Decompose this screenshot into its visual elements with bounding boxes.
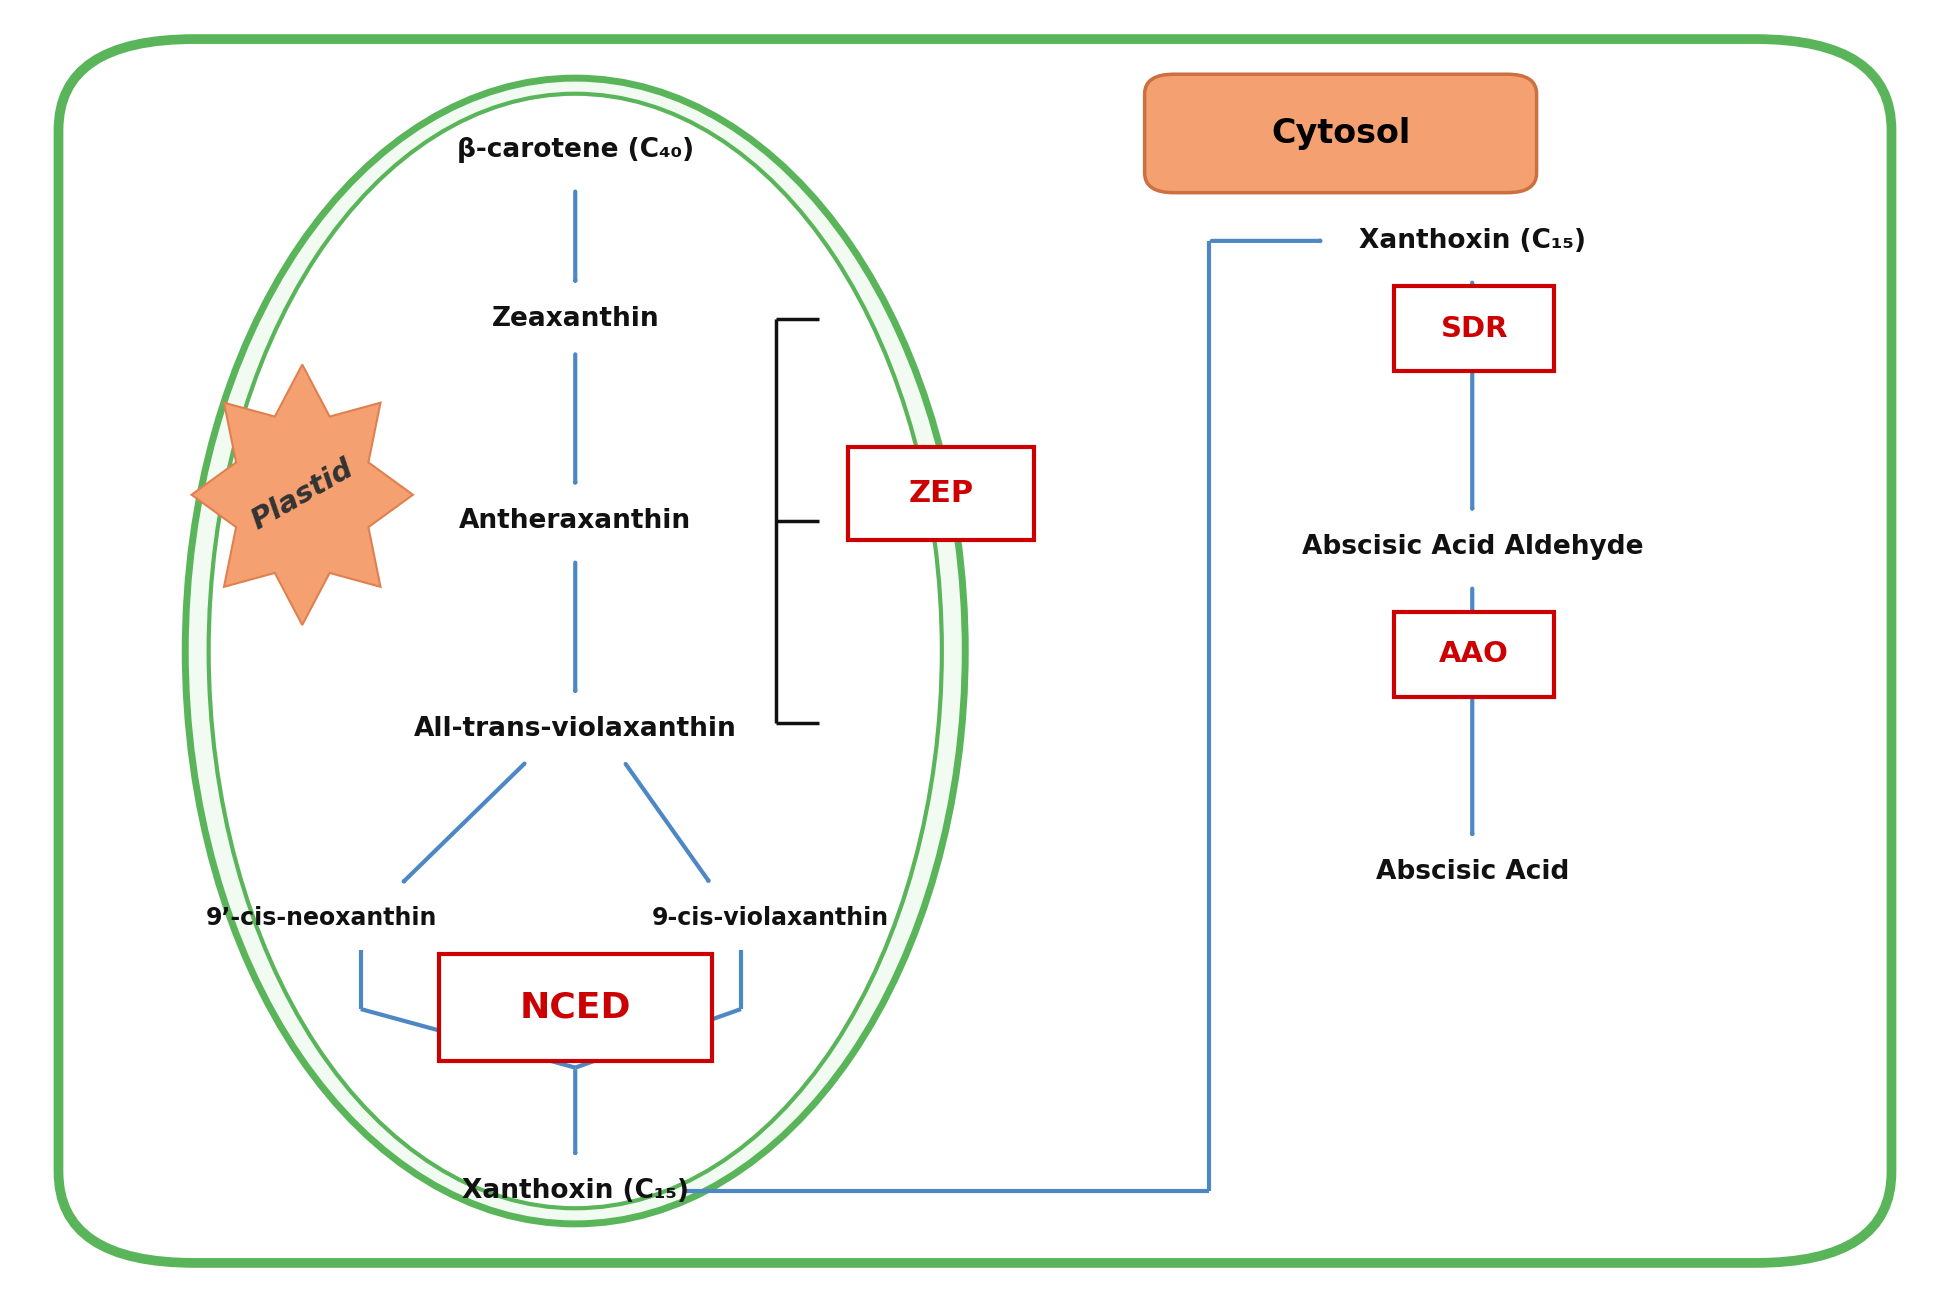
FancyBboxPatch shape [439, 954, 712, 1061]
Text: Xanthoxin (C₁₅): Xanthoxin (C₁₅) [462, 1178, 688, 1204]
Text: Plastid: Plastid [246, 454, 359, 535]
Text: ZEP: ZEP [909, 479, 973, 508]
Text: Xanthoxin (C₁₅): Xanthoxin (C₁₅) [1359, 228, 1585, 254]
Text: SDR: SDR [1441, 315, 1507, 342]
Ellipse shape [185, 78, 965, 1224]
Text: Zeaxanthin: Zeaxanthin [491, 306, 659, 332]
FancyBboxPatch shape [1394, 612, 1554, 697]
FancyBboxPatch shape [848, 447, 1034, 540]
Text: Abscisic Acid Aldehyde: Abscisic Acid Aldehyde [1301, 534, 1644, 560]
Text: 9-cis-violaxanthin: 9-cis-violaxanthin [651, 906, 889, 930]
Text: 9’-cis-neoxanthin: 9’-cis-neoxanthin [207, 906, 437, 930]
FancyBboxPatch shape [58, 39, 1892, 1263]
Polygon shape [191, 365, 413, 625]
Ellipse shape [209, 94, 942, 1208]
Text: Abscisic Acid: Abscisic Acid [1375, 859, 1570, 885]
FancyBboxPatch shape [1394, 286, 1554, 371]
Text: All-trans-violaxanthin: All-trans-violaxanthin [413, 716, 737, 742]
Text: Cytosol: Cytosol [1271, 117, 1410, 150]
Text: NCED: NCED [519, 991, 632, 1025]
FancyBboxPatch shape [1145, 74, 1537, 193]
Text: Antheraxanthin: Antheraxanthin [458, 508, 692, 534]
Text: AAO: AAO [1439, 641, 1509, 668]
Text: β-carotene (C₄₀): β-carotene (C₄₀) [456, 137, 694, 163]
